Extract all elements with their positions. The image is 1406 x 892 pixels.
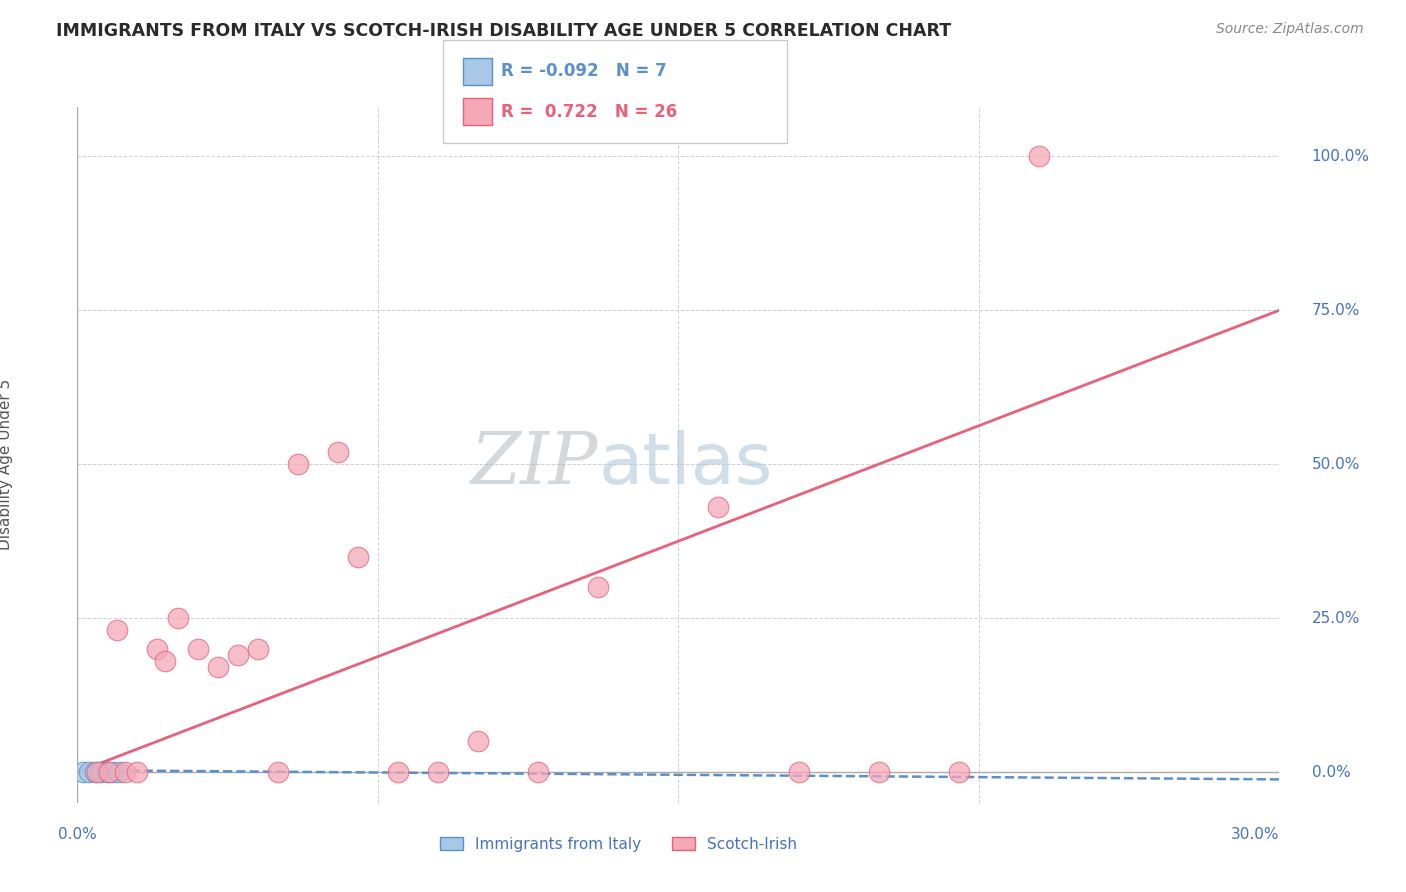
Legend: Immigrants from Italy, Scotch-Irish: Immigrants from Italy, Scotch-Irish [433, 830, 803, 858]
Text: 25.0%: 25.0% [1312, 611, 1360, 625]
Text: Source: ZipAtlas.com: Source: ZipAtlas.com [1216, 22, 1364, 37]
Text: 0.0%: 0.0% [1312, 764, 1350, 780]
Point [114, 764, 136, 779]
Point [588, 580, 610, 594]
Point [96, 764, 118, 779]
Point [707, 500, 730, 515]
Text: 75.0%: 75.0% [1312, 302, 1360, 318]
Text: 0.0%: 0.0% [58, 828, 97, 842]
Point [146, 641, 169, 656]
Point [287, 457, 309, 471]
Point [107, 624, 129, 638]
Point [948, 764, 970, 779]
Point [127, 764, 149, 779]
Point [868, 764, 890, 779]
Point [226, 648, 249, 662]
Point [207, 660, 229, 674]
Point [90, 764, 112, 779]
Text: atlas: atlas [599, 430, 773, 499]
Text: 30.0%: 30.0% [1232, 828, 1279, 842]
Point [166, 611, 188, 625]
Text: Disability Age Under 5: Disability Age Under 5 [0, 378, 13, 549]
Point [267, 764, 290, 779]
Point [346, 549, 368, 564]
Point [387, 764, 409, 779]
Text: R = -0.092   N = 7: R = -0.092 N = 7 [502, 62, 666, 80]
Point [103, 764, 125, 779]
Text: 50.0%: 50.0% [1312, 457, 1360, 472]
Point [186, 641, 209, 656]
Point [246, 641, 269, 656]
Point [1028, 149, 1050, 163]
Point [155, 654, 177, 668]
Text: IMMIGRANTS FROM ITALY VS SCOTCH-IRISH DISABILITY AGE UNDER 5 CORRELATION CHART: IMMIGRANTS FROM ITALY VS SCOTCH-IRISH DI… [56, 22, 952, 40]
Bar [464, 98, 492, 126]
Point [427, 764, 450, 779]
Point [98, 764, 121, 779]
Point [86, 764, 108, 779]
Text: 100.0%: 100.0% [1312, 149, 1369, 164]
Point [108, 764, 131, 779]
Bar [464, 58, 492, 85]
Text: ZIP: ZIP [471, 429, 599, 500]
Point [72, 764, 94, 779]
Point [84, 764, 107, 779]
Text: R =  0.722   N = 26: R = 0.722 N = 26 [502, 103, 678, 120]
Point [527, 764, 550, 779]
Point [326, 445, 349, 459]
Point [787, 764, 810, 779]
Point [79, 764, 101, 779]
Point [467, 734, 489, 748]
